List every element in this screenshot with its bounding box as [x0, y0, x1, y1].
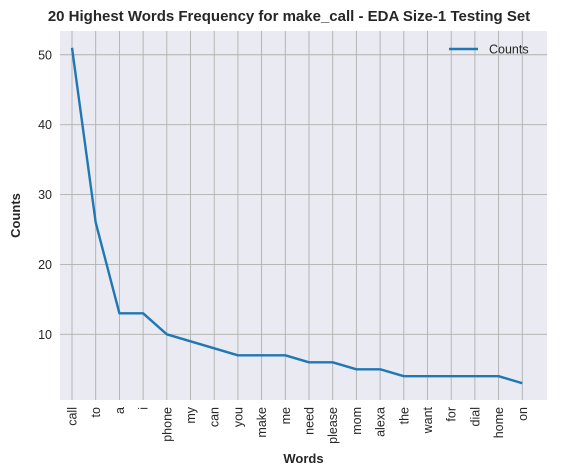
x-tick-label: dial	[468, 407, 482, 426]
y-axis-label: Counts	[8, 193, 23, 238]
x-tick-label: for	[445, 407, 459, 422]
x-tick-label: me	[279, 407, 293, 424]
x-tick-label: make	[255, 407, 269, 438]
chart-title: 20 Highest Words Frequency for make_call…	[48, 8, 530, 25]
x-tick-label: on	[516, 407, 530, 421]
plot-area	[60, 31, 547, 400]
x-axis-label: Words	[283, 451, 323, 466]
series-line	[70, 47, 523, 385]
y-axis: 10 20 30 40 50	[38, 48, 52, 342]
x-tick-label: my	[184, 406, 198, 423]
x-tick-label: you	[231, 407, 245, 427]
y-tick-label: 40	[38, 118, 52, 132]
y-tick-label: 20	[38, 258, 52, 272]
series-group	[70, 47, 523, 385]
x-tick-label: phone	[160, 407, 174, 442]
grid	[60, 31, 547, 400]
x-tick-label: to	[89, 407, 103, 417]
x-tick-label: alexa	[374, 407, 388, 437]
y-tick-label: 50	[38, 48, 52, 62]
x-axis: call to a i phone my can you make me need please mom…	[66, 406, 530, 444]
x-tick-label: i	[137, 407, 151, 410]
y-tick-label: 10	[38, 328, 52, 342]
x-tick-label: a	[113, 407, 127, 414]
legend: Counts	[449, 43, 529, 57]
x-tick-label: home	[492, 407, 506, 438]
x-tick-label: call	[66, 407, 80, 426]
legend-entry-label: Counts	[489, 43, 529, 57]
x-tick-label: need	[303, 407, 317, 435]
x-tick-label: please	[326, 407, 340, 444]
x-tick-label: want	[421, 406, 435, 434]
x-tick-label: the	[397, 407, 411, 424]
x-tick-label: mom	[350, 407, 364, 435]
x-tick-label: can	[208, 407, 222, 427]
y-tick-label: 30	[38, 188, 52, 202]
